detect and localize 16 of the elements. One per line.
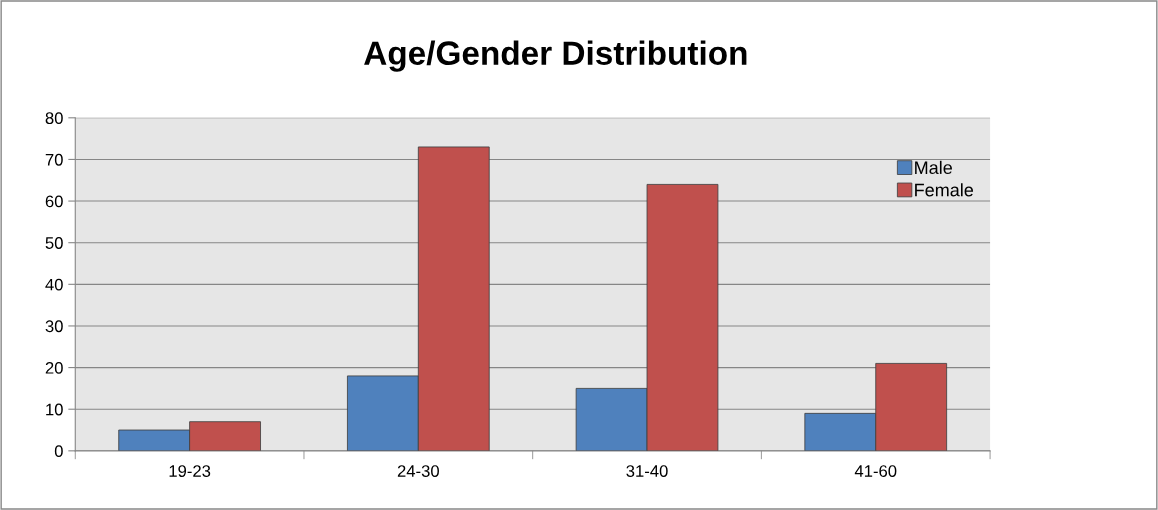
y-tick-label: 50 [45,237,63,249]
x-tick-label: 24-30 [397,465,439,477]
y-tick-label: 0 [54,445,63,458]
legend-label: Male [915,160,952,175]
y-tick-label: 60 [45,195,63,208]
y-tick-label: 20 [45,361,63,374]
x-tick-label: 31-40 [626,465,668,477]
x-tick-label: 19-23 [169,465,211,477]
chart-title: Age/Gender Distribution [364,40,747,72]
y-tick-label: 40 [45,278,63,291]
x-tick-label: 41-60 [854,465,897,477]
legend-label: Female [915,183,974,197]
y-tick-label: 30 [45,320,63,333]
y-tick-label: 10 [46,403,63,416]
y-tick-label: 70 [45,153,63,166]
y-tick-label: 80 [45,112,63,125]
